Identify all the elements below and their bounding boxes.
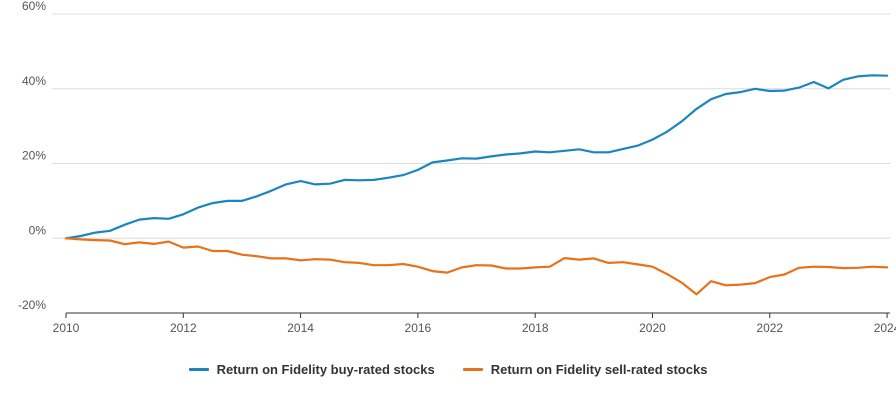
y-tick-label: 40% <box>22 74 46 88</box>
legend-label-buy-rated: Return on Fidelity buy-rated stocks <box>216 362 435 377</box>
series-lines <box>64 74 889 296</box>
legend-swatch-sell-rated <box>462 368 483 371</box>
legend-item-buy-rated[interactable]: Return on Fidelity buy-rated stocks <box>188 362 435 377</box>
x-tick-label: 2016 <box>405 321 432 335</box>
gridlines <box>52 13 890 239</box>
legend: Return on Fidelity buy-rated stocks Retu… <box>0 362 896 377</box>
x-tick-label: 2014 <box>287 321 314 335</box>
series-line-sell-rated[interactable] <box>64 237 889 296</box>
x-tick-label: 2012 <box>170 321 197 335</box>
series-line-buy-rated[interactable] <box>64 74 889 240</box>
x-tick-label: 2018 <box>522 321 549 335</box>
y-tick-label: 60% <box>22 0 46 13</box>
x-tick-label: 2020 <box>639 321 666 335</box>
y-tick-label: -20% <box>18 298 46 312</box>
y-tick-label: 0% <box>29 223 47 237</box>
x-tick-label: 2010 <box>53 321 80 335</box>
legend-item-sell-rated[interactable]: Return on Fidelity sell-rated stocks <box>462 362 708 377</box>
x-tick-label: 2022 <box>756 321 783 335</box>
legend-label-sell-rated: Return on Fidelity sell-rated stocks <box>490 362 708 377</box>
axes: -20% 0% 20% 40% 60% 2010 2012 2014 2016 2018 2020 2… <box>18 0 896 335</box>
legend-swatch-buy-rated <box>188 368 209 371</box>
x-tick-label: 2024 <box>874 321 896 335</box>
y-tick-label: 20% <box>22 149 46 163</box>
